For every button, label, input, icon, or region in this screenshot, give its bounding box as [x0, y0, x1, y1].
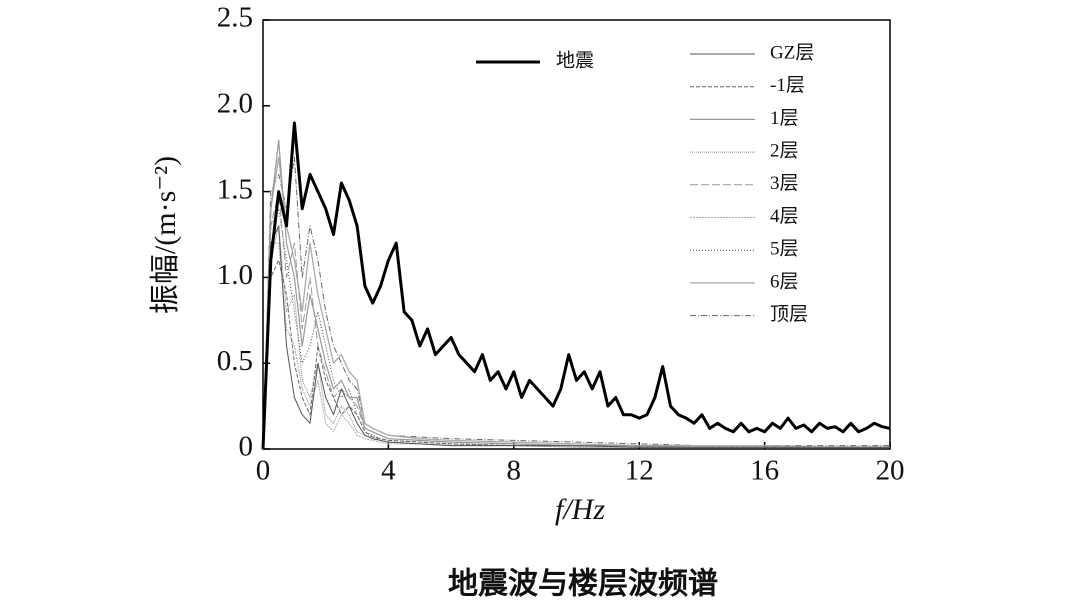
x-tick-label: 4 — [381, 455, 396, 487]
x-tick-label: 8 — [507, 455, 522, 487]
legend-label: 地震 — [556, 49, 594, 71]
series-line — [261, 121, 891, 450]
y-tick-label: 1.0 — [217, 259, 253, 291]
x-tick-label: 20 — [876, 455, 905, 487]
plot-frame — [262, 19, 891, 450]
legend-label: 顶层 — [770, 304, 808, 325]
x-tick-label: 16 — [750, 455, 779, 487]
series-line — [262, 225, 890, 450]
legend-label: 2层 — [770, 140, 799, 161]
legend-label: 1层 — [770, 108, 799, 129]
legend-label: -1层 — [770, 75, 805, 96]
legend-label: GZ层 — [770, 42, 814, 63]
x-axis-label: f/Hz — [555, 493, 605, 526]
legend-label: 5层 — [770, 239, 799, 260]
x-tick-label: 0 — [256, 455, 271, 487]
y-tick-label: 0.5 — [217, 345, 253, 377]
y-tick-label: 2.5 — [217, 2, 253, 34]
y-tick-label: 2.0 — [217, 87, 253, 119]
legend-label: 3层 — [770, 173, 799, 194]
legend-label: 6层 — [770, 271, 799, 292]
series-line — [262, 139, 890, 450]
y-tick-label: 1.5 — [217, 173, 253, 205]
chart-title: 地震波与楼层波频谱 — [448, 567, 718, 602]
y-axis-label: 振幅/(m·s⁻²) — [149, 156, 182, 314]
legend-label: 4层 — [770, 206, 799, 227]
series-line — [262, 191, 890, 450]
y-tick-label: 0 — [239, 431, 254, 463]
x-tick-label: 12 — [625, 455, 654, 487]
series-line — [262, 225, 890, 450]
